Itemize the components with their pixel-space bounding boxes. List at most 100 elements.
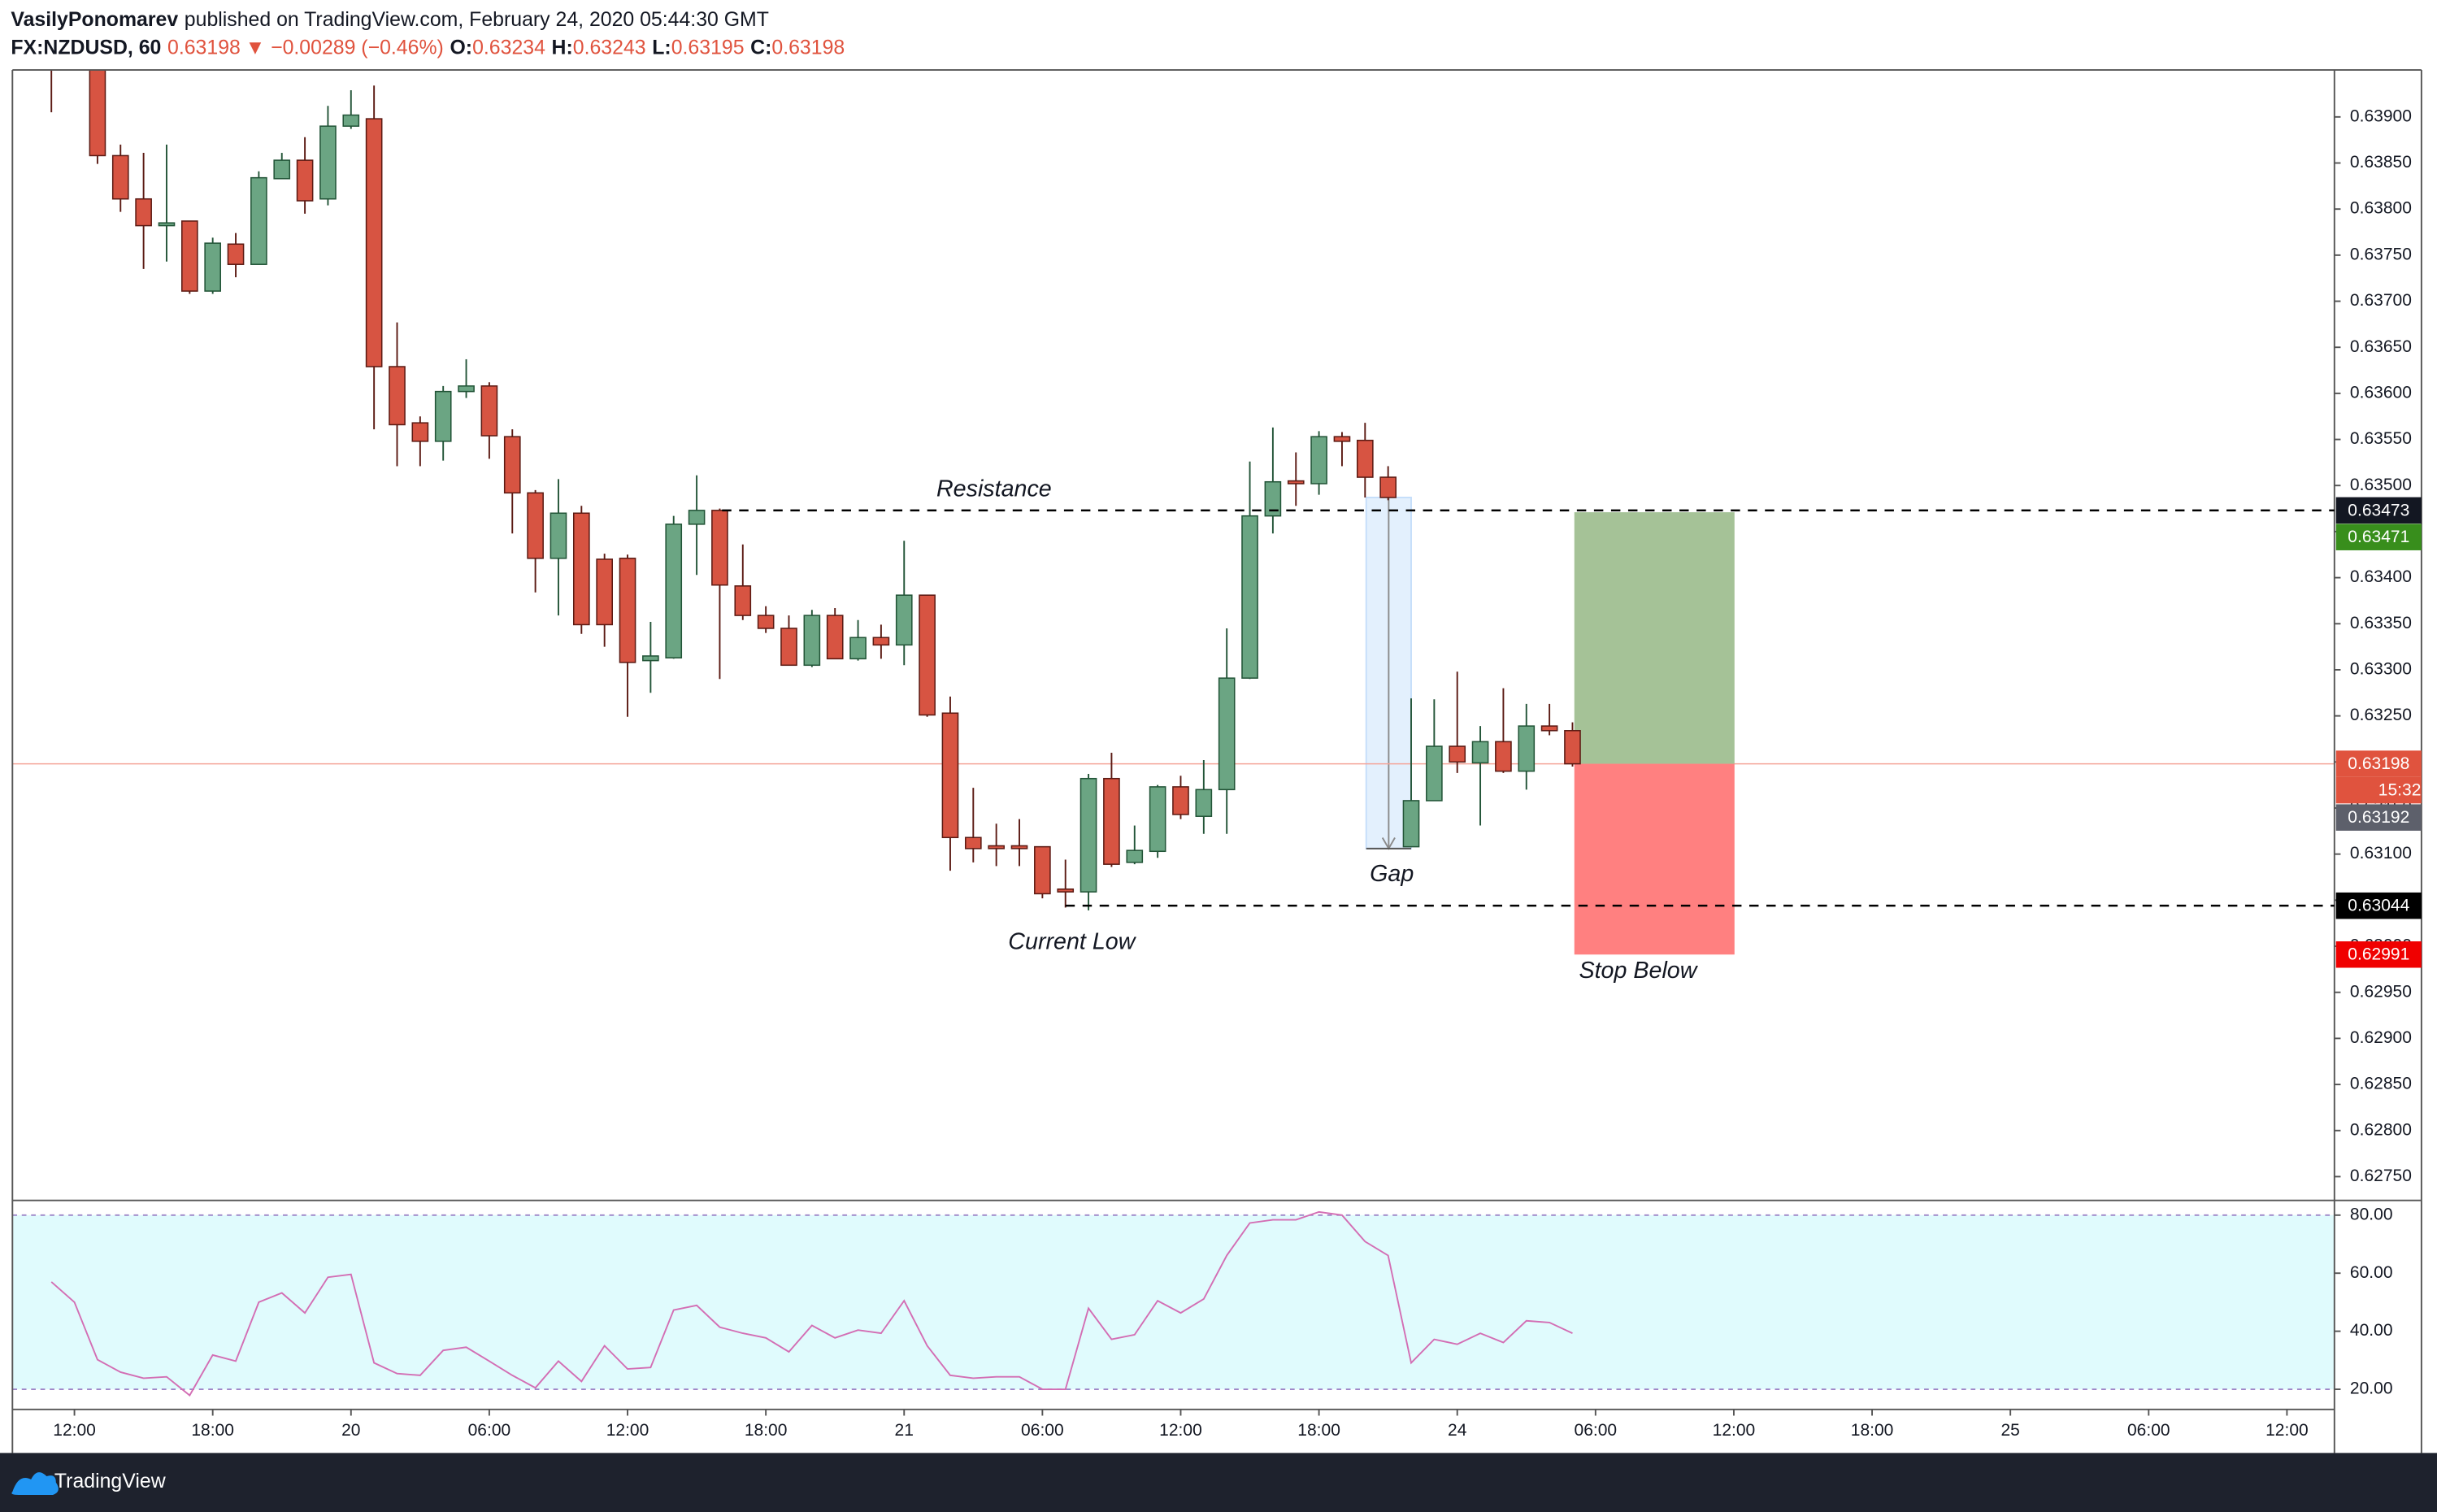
level-label: Current Low <box>1008 929 1136 955</box>
price-label-box <box>2335 941 2422 968</box>
ohlc-value: 0.63243 <box>573 37 646 59</box>
loss-zone <box>1574 763 1735 955</box>
y-tick-label: 0.63300 <box>2350 660 2412 679</box>
price-label: 0.62991 <box>2348 945 2409 964</box>
candle-body <box>181 220 198 292</box>
price-pane: Gap Stop Below <box>12 70 2335 984</box>
x-tick-label: 12:00 <box>53 1421 96 1440</box>
y-tick-label: 0.62900 <box>2350 1028 2412 1047</box>
candle-body <box>1195 789 1213 817</box>
candle-body <box>780 628 797 667</box>
profit-zone <box>1574 512 1735 764</box>
candle-body <box>849 637 867 660</box>
price-label: 0.63471 <box>2348 528 2409 546</box>
candle-body <box>596 558 613 626</box>
candle-body <box>619 558 636 663</box>
candle-body <box>1172 786 1189 815</box>
candle-body <box>1079 777 1097 893</box>
candle-body <box>319 125 337 200</box>
x-tick-label: 18:00 <box>191 1421 234 1440</box>
candle-body <box>158 222 176 227</box>
candle-body <box>1218 677 1236 791</box>
stop-label: Stop Below <box>1579 958 1698 984</box>
candle-body <box>1149 786 1166 853</box>
y-tick-label: 0.62950 <box>2350 982 2412 1001</box>
x-tick-label: 12:00 <box>606 1421 649 1440</box>
price-label-box <box>2335 497 2422 524</box>
x-tick-label: 06:00 <box>1575 1421 1618 1440</box>
y-tick-label: 0.63850 <box>2350 153 2412 172</box>
candle-body <box>296 159 314 202</box>
candle-body <box>1034 845 1051 895</box>
candle-body <box>572 512 590 626</box>
footer-brand[interactable]: TradingView <box>54 1471 166 1492</box>
candle-body <box>642 655 659 662</box>
candle-body <box>89 70 106 157</box>
candle-body <box>711 510 728 586</box>
ohlc-key: O: <box>450 37 472 59</box>
rsi-tick-label: 20.00 <box>2350 1379 2393 1398</box>
candle-body <box>1264 480 1282 517</box>
candle-body <box>1564 730 1581 765</box>
ohlc-value: 0.63195 <box>671 37 745 59</box>
price-label: 0.63198 <box>2348 754 2409 773</box>
candle-body <box>757 615 775 629</box>
candle-body <box>734 585 752 616</box>
candle-body <box>1287 480 1305 484</box>
candle-body <box>1310 436 1327 484</box>
x-tick-label: 12:00 <box>1159 1421 1202 1440</box>
candle-body <box>1518 725 1536 772</box>
y-tick-label: 0.63400 <box>2350 567 2412 586</box>
candle-body <box>1356 439 1374 478</box>
price-label-box <box>2335 524 2422 550</box>
x-tick-label: 12:00 <box>2265 1421 2309 1440</box>
candle-body <box>1379 476 1397 498</box>
price-label: 0.63044 <box>2348 897 2409 915</box>
price-label: 0.63192 <box>2348 808 2409 827</box>
countdown: 15:32 <box>2378 781 2422 800</box>
candle-body <box>665 524 683 658</box>
candle-body <box>480 385 498 437</box>
price-label-box <box>2335 892 2422 919</box>
candle-body <box>688 510 706 525</box>
ohlc-key: C: <box>750 37 771 59</box>
y-tick-label: 0.63600 <box>2350 383 2412 402</box>
candle-body <box>342 114 360 127</box>
published: published on TradingView.com, February 2… <box>185 8 769 30</box>
symbol-legend: FX:NZDUSD, 60 0.63198 ▼ −0.00289 (−0.46%) O… <box>11 37 845 59</box>
rsi-line <box>50 1210 1573 1397</box>
rsi-tick-label: 80.00 <box>2350 1205 2393 1223</box>
candle-body <box>872 637 890 646</box>
candle-body <box>204 242 222 292</box>
y-tick-label: 0.63750 <box>2350 245 2412 263</box>
ohlc-value: 0.63198 <box>771 37 845 59</box>
candle-body <box>135 198 152 227</box>
candle-body <box>227 243 245 265</box>
rsi-band <box>12 1214 2335 1390</box>
candle-body <box>1449 745 1466 763</box>
candle-body <box>434 390 452 442</box>
price-label-box <box>2335 750 2422 777</box>
price-label: 0.63473 <box>2348 501 2409 519</box>
y-tick-label: 0.63350 <box>2350 614 2412 632</box>
rsi-pane <box>12 1210 2335 1397</box>
candle-body <box>250 176 267 265</box>
x-tick-label: 18:00 <box>1851 1421 1894 1440</box>
candle-body <box>1241 515 1258 679</box>
y-tick-label: 0.62750 <box>2350 1167 2412 1185</box>
y-tick-label: 0.62850 <box>2350 1075 2412 1093</box>
y-tick-label: 0.63250 <box>2350 706 2412 724</box>
candle-body <box>1057 888 1075 893</box>
candle-body <box>919 594 936 716</box>
candle-body <box>550 512 567 559</box>
candle-body <box>1010 845 1028 849</box>
y-tick-label: 0.63650 <box>2350 337 2412 356</box>
symbol: FX:NZDUSD, 60 <box>11 37 161 59</box>
candle-body <box>365 118 383 367</box>
footer-logo[interactable] <box>11 1472 59 1495</box>
ohlc-value: 0.63234 <box>472 37 545 59</box>
x-tick-label: 12:00 <box>1713 1421 1756 1440</box>
candle-body <box>988 845 1005 849</box>
change: ▼ −0.00289 (−0.46%) <box>245 37 444 59</box>
y-tick-label: 0.63100 <box>2350 844 2412 862</box>
